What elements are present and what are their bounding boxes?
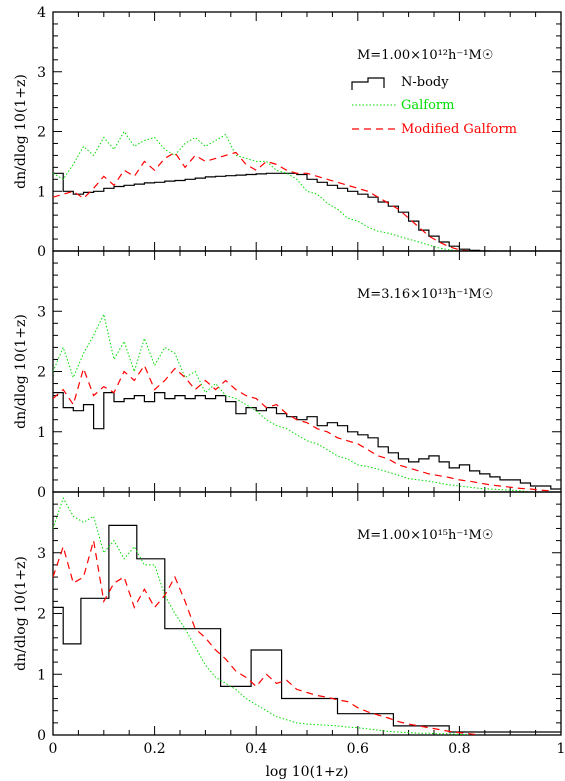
y-axis-label: dn/dlog 10(1+z) bbox=[13, 556, 29, 671]
x-tick-label: 0.8 bbox=[448, 741, 470, 757]
y-tick-label: 0 bbox=[37, 485, 46, 501]
series-galform bbox=[53, 130, 460, 251]
series-n-body bbox=[53, 172, 490, 251]
x-axis-label: log 10(1+z) bbox=[265, 764, 348, 780]
legend: N-body Galform Modified Galform bbox=[351, 75, 517, 137]
x-tick-label: 0 bbox=[49, 741, 58, 757]
y-tick-label: 2 bbox=[37, 125, 46, 141]
y-tick-label: 3 bbox=[37, 304, 46, 320]
y-axis-label: dn/dlog 10(1+z) bbox=[13, 314, 29, 429]
panel-mass-label: M=3.16×10¹³h⁻¹M☉ bbox=[357, 287, 493, 302]
series-modified-galform bbox=[53, 540, 480, 735]
series-galform bbox=[53, 496, 470, 735]
legend-label: Modified Galform bbox=[401, 122, 517, 137]
x-tick-label: 0.6 bbox=[347, 741, 369, 757]
series-n-body bbox=[53, 392, 561, 490]
y-axis-label: dn/dlog 10(1+z) bbox=[13, 74, 29, 189]
series-modified-galform bbox=[53, 151, 470, 251]
y-tick-label: 1 bbox=[37, 425, 46, 441]
series-modified-galform bbox=[53, 364, 551, 492]
y-tick-label: 2 bbox=[37, 365, 46, 381]
y-tick-label: 0 bbox=[37, 728, 46, 744]
y-tick-label: 4 bbox=[37, 5, 46, 21]
panel-mass-label: M=1.00×10¹⁵h⁻¹M☉ bbox=[357, 528, 493, 543]
panel-2: 0 1 2 3 dn/dlog 10(1+z) M=3.16×10¹³h⁻¹M☉ bbox=[13, 250, 562, 501]
x-tick-label: 1 bbox=[557, 741, 565, 757]
y-tick-label: 1 bbox=[37, 667, 46, 683]
panel-mass-label: M=1.00×10¹²h⁻¹M☉ bbox=[357, 48, 493, 63]
panel-1: 0 1 2 3 4 dn/dlog 10(1+z) M=1.00×10¹²h⁻¹M☉ bbox=[13, 5, 562, 260]
series-n-body bbox=[53, 524, 561, 733]
legend-sample bbox=[351, 77, 385, 90]
legend-label: N-body bbox=[401, 75, 449, 90]
y-tick-label: 0 bbox=[37, 244, 46, 260]
y-tick-label: 3 bbox=[37, 546, 46, 562]
series-galform bbox=[53, 312, 531, 492]
y-tick-label: 2 bbox=[37, 607, 46, 623]
y-tick-label: 3 bbox=[37, 65, 46, 81]
x-tick-label: 0.2 bbox=[143, 741, 165, 757]
x-tick-label: 0.4 bbox=[245, 741, 267, 757]
panel-3: 0 1 2 3 dn/dlog 10(1+z) M=1.00×10¹⁵h⁻¹M☉ bbox=[13, 491, 562, 744]
legend-label: Galform bbox=[401, 98, 454, 113]
y-tick-label: 1 bbox=[37, 184, 46, 200]
